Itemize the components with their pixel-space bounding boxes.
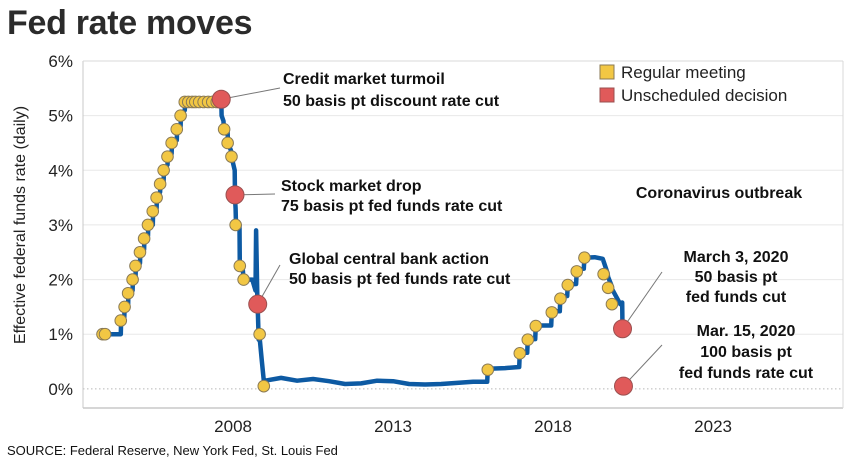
regular-meeting-marker <box>237 273 250 286</box>
regular-meeting-marker <box>605 297 619 311</box>
regular-meeting-markers <box>96 95 619 393</box>
annotation-text: 50 basis pt <box>695 269 778 286</box>
regular-meeting-marker <box>126 273 139 286</box>
annotation-text: Global central bank action <box>289 251 489 268</box>
regular-meeting-marker <box>157 163 170 177</box>
regular-meeting-marker <box>233 259 247 273</box>
unscheduled-decision-marker <box>248 294 268 314</box>
regular-meeting-marker <box>170 123 184 136</box>
x-tick-label: 2008 <box>214 417 252 436</box>
regular-meeting-marker <box>229 218 242 232</box>
y-tick-label: 1% <box>48 325 73 344</box>
annotation-text: March 3, 2020 <box>684 249 789 266</box>
annotation-text: fed funds rate cut <box>679 365 814 382</box>
regular-meeting-marker <box>554 292 567 306</box>
x-tick-label: 2018 <box>534 417 572 436</box>
regular-meeting-marker <box>118 300 131 314</box>
legend-swatch-unscheduled <box>599 87 615 103</box>
y-tick-label: 5% <box>48 107 73 126</box>
annotation-text: Mar. 15, 2020 <box>697 323 796 340</box>
regular-meeting-marker <box>217 123 231 136</box>
y-tick-labels: 0% 1% 2% 3% 4% 5% 6% <box>48 52 73 399</box>
regular-meeting-marker <box>98 327 112 341</box>
regular-meeting-marker <box>225 150 238 163</box>
rate-line <box>102 91 625 387</box>
annotation-text: fed funds cut <box>686 289 787 306</box>
annotation-leaders <box>221 87 663 387</box>
annotation-text: Credit market turmoil <box>283 71 445 88</box>
unscheduled-decision-marker <box>225 185 245 205</box>
regular-meeting-marker <box>221 136 234 150</box>
chart-title: Fed rate moves <box>7 4 253 42</box>
y-tick-label: 2% <box>48 271 73 290</box>
regular-meeting-marker <box>146 204 160 218</box>
regular-meeting-marker <box>513 347 527 360</box>
regular-meeting-marker <box>481 363 495 377</box>
unscheduled-decision-marker <box>613 376 633 396</box>
annotation-global-central-bank: Global central bank action 50 basis pt f… <box>289 251 511 288</box>
axes <box>82 60 844 409</box>
regular-meeting-marker <box>570 265 584 278</box>
chart: 0% 1% 2% 3% 4% 5% 6% 2008 2013 2018 2023 Effectiv… <box>12 52 844 436</box>
annotation-leader-line <box>622 271 663 330</box>
regular-meeting-marker <box>257 379 271 393</box>
annotation-credit-market: Credit market turmoil 50 basis pt discou… <box>283 71 500 110</box>
x-tick-label: 2023 <box>694 417 732 436</box>
y-tick-label: 3% <box>48 216 73 235</box>
x-tick-labels: 2008 2013 2018 2023 <box>214 417 732 436</box>
regular-meeting-marker <box>597 267 610 281</box>
legend-label-unscheduled: Unscheduled decision <box>621 86 787 105</box>
x-tick-label: 2013 <box>374 417 412 436</box>
unscheduled-decision-marker <box>613 319 633 339</box>
regular-meeting-marker <box>174 109 187 122</box>
annotation-stock-market: Stock market drop 75 basis pt fed funds … <box>281 178 503 215</box>
annotation-march-15-2020: Mar. 15, 2020 100 basis pt fed funds rat… <box>679 323 814 382</box>
regular-meeting-marker <box>121 286 135 300</box>
regular-meeting-marker <box>545 306 559 319</box>
legend-label-regular: Regular meeting <box>621 63 746 82</box>
regular-meeting-marker <box>165 136 178 150</box>
annotation-text: 50 basis pt discount rate cut <box>283 93 500 110</box>
regular-meeting-marker <box>578 251 591 265</box>
y-tick-label: 6% <box>48 52 73 71</box>
regular-meeting-marker <box>529 319 543 333</box>
source-note: SOURCE: Federal Reserve, New York Fed, S… <box>7 443 338 458</box>
y-tick-label: 0% <box>48 380 73 399</box>
annotation-coronavirus-outbreak: Coronavirus outbreak <box>636 185 802 202</box>
y-tick-label: 4% <box>48 161 73 180</box>
legend: Regular meeting Unscheduled decision <box>599 63 787 105</box>
regular-meeting-marker <box>137 232 151 245</box>
annotation-text: 100 basis pt <box>700 344 792 361</box>
unscheduled-decision-markers <box>211 89 633 396</box>
regular-meeting-marker <box>129 259 142 273</box>
regular-meeting-marker <box>114 314 128 327</box>
annotation-text: 50 basis pt fed funds rate cut <box>289 271 511 288</box>
annotation-leader-line <box>221 87 281 100</box>
regular-meeting-marker <box>153 177 167 191</box>
y-axis-label: Effective federal funds rate (daily) <box>12 106 29 344</box>
unscheduled-decision-marker <box>211 89 231 109</box>
annotation-text: 75 basis pt fed funds rate cut <box>281 198 503 215</box>
regular-meeting-marker <box>141 218 155 232</box>
regular-meeting-marker <box>601 281 615 295</box>
regular-meeting-marker <box>561 278 575 292</box>
rate-series-line <box>102 91 625 387</box>
annotation-march-3-2020: March 3, 2020 50 basis pt fed funds cut <box>684 249 789 306</box>
regular-meeting-marker <box>161 150 174 163</box>
regular-meeting-marker <box>521 333 535 346</box>
regular-meeting-marker <box>133 245 147 259</box>
regular-meeting-marker <box>150 191 163 204</box>
legend-swatch-regular <box>599 64 615 80</box>
annotation-text: Stock market drop <box>281 178 422 195</box>
regular-meeting-marker <box>253 327 266 341</box>
gridlines <box>83 115 843 390</box>
